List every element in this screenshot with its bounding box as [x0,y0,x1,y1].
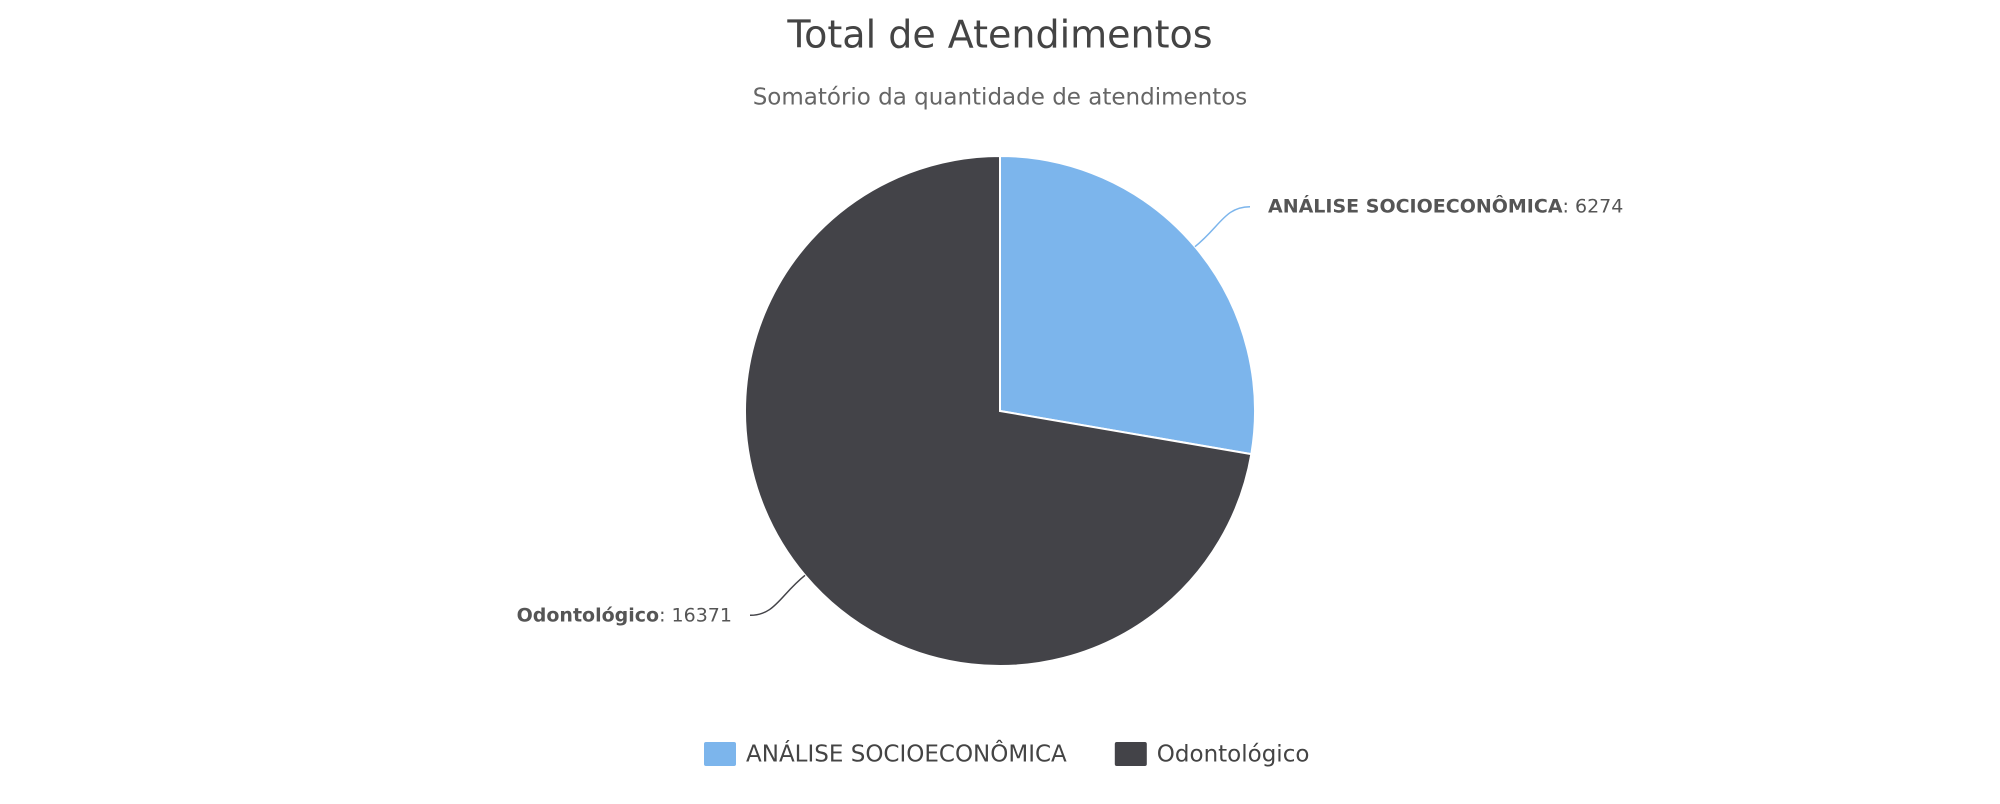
pie [744,154,1256,667]
legend-label: ANÁLISE SOCIOECONÔMICA [746,740,1067,768]
data-label-name: Odontológico [517,604,659,626]
legend-item[interactable]: Odontológico [1114,742,1310,768]
legend: ANÁLISE SOCIOECONÔMICA Odontológico [704,740,1309,768]
connector [1194,205,1251,248]
data-labels: ANÁLISE SOCIOECONÔMICA: 6274 Odontológico… [517,193,1624,626]
data-label-value: 16371 [672,604,732,626]
data-label: Odontológico: 16371 [517,604,732,626]
separator: : [1563,195,1575,217]
data-label-name: ANÁLISE SOCIOECONÔMICA [1268,193,1563,217]
legend-swatch [704,742,736,766]
chart-subtitle: Somatório da quantidade de atendimentos [753,85,1248,111]
legend-label: Odontológico [1157,742,1310,768]
pie-slice [999,154,1256,456]
legend-swatch [1114,742,1147,766]
data-label: ANÁLISE SOCIOECONÔMICA: 6274 [1268,193,1623,217]
legend-item[interactable]: ANÁLISE SOCIOECONÔMICA [704,740,1067,768]
chart-title: Total de Atendimentos [786,13,1212,57]
connector [749,574,806,617]
separator: : [659,604,671,626]
data-label-value: 6274 [1575,195,1623,217]
